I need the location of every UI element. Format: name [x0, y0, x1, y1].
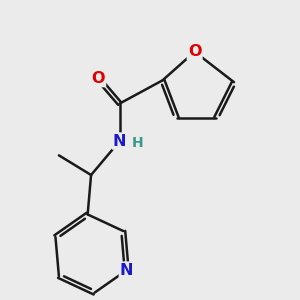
Text: O: O [92, 71, 105, 86]
Text: N: N [113, 134, 126, 148]
Text: H: H [132, 136, 143, 150]
Text: O: O [188, 44, 201, 59]
Text: N: N [120, 263, 134, 278]
